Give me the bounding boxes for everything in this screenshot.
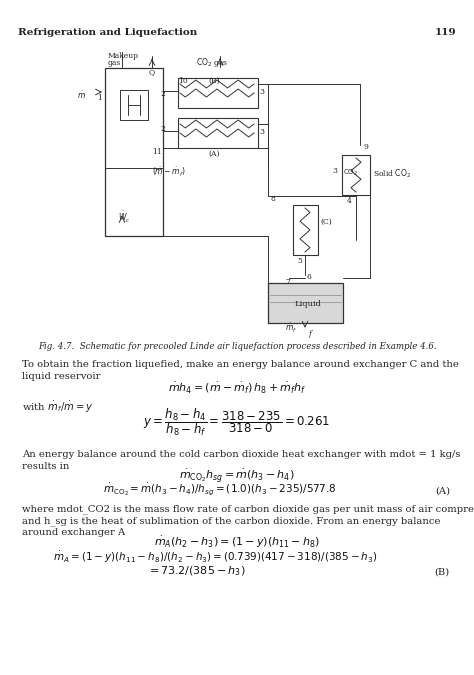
- Text: 6: 6: [307, 273, 312, 281]
- Text: 2: 2: [160, 125, 165, 133]
- Text: Liquid: Liquid: [295, 300, 322, 308]
- Text: $\dot{m}_A=(1-y)(h_{11}-h_8)/(h_2-h_3)=(0.739)(417-318)/(385-h_3)$: $\dot{m}_A=(1-y)(h_{11}-h_8)/(h_2-h_3)=(…: [53, 549, 377, 564]
- Text: 2: 2: [160, 90, 165, 98]
- Bar: [342, 155, 370, 195]
- Text: 1: 1: [97, 94, 102, 102]
- Text: 5: 5: [297, 257, 302, 265]
- Text: (A): (A): [435, 487, 450, 496]
- Bar: [178, 118, 258, 148]
- Text: around exchanger A: around exchanger A: [22, 528, 125, 537]
- Bar: [178, 78, 258, 108]
- Text: $\rm CO_2$: $\rm CO_2$: [343, 168, 358, 178]
- Text: 10: 10: [178, 77, 188, 85]
- Text: $\dot{m}_A(h_2-h_3)=(1-y)(h_{11}-h_8)$: $\dot{m}_A(h_2-h_3)=(1-y)(h_{11}-h_8)$: [154, 535, 320, 549]
- Text: 3: 3: [259, 88, 264, 96]
- Text: (B): (B): [208, 77, 219, 85]
- Text: 3: 3: [259, 128, 264, 136]
- Text: liquid reservoir: liquid reservoir: [22, 372, 100, 381]
- Text: $\dot{m}h_4=(\dot{m}-\dot{m}_f)\,h_8+\dot{m}_f h_f$: $\dot{m}h_4=(\dot{m}-\dot{m}_f)\,h_8+\do…: [168, 381, 306, 396]
- Text: (A): (A): [208, 150, 219, 158]
- Text: $\dot{m}$: $\dot{m}$: [77, 89, 86, 101]
- Text: and h_sg is the heat of sublimation of the carbon dioxide. From an energy balanc: and h_sg is the heat of sublimation of t…: [22, 516, 440, 526]
- Text: 7: 7: [285, 278, 290, 286]
- Text: 3: 3: [332, 167, 337, 175]
- Text: $(\dot{m}-\dot{m}_f)$: $(\dot{m}-\dot{m}_f)$: [152, 166, 186, 180]
- Text: f: f: [308, 330, 311, 338]
- Bar: [268, 283, 343, 323]
- Text: To obtain the fraction liquefied, make an energy balance around exchanger C and : To obtain the fraction liquefied, make a…: [22, 360, 459, 369]
- Bar: [120, 90, 148, 120]
- Text: $\dot{m}_{\mathrm{CO_2}}h_{sg}=\dot{m}(h_3-h_4)$: $\dot{m}_{\mathrm{CO_2}}h_{sg}=\dot{m}(h…: [179, 467, 295, 485]
- Text: gas: gas: [108, 59, 121, 67]
- Text: 11: 11: [152, 148, 162, 156]
- Text: 8: 8: [271, 195, 276, 203]
- Text: (C): (C): [320, 218, 332, 226]
- Text: 9: 9: [364, 143, 369, 151]
- Text: 119: 119: [434, 28, 456, 37]
- Text: $\dot{W}_c$: $\dot{W}_c$: [118, 210, 130, 225]
- Text: results in: results in: [22, 462, 69, 471]
- Text: where mdot_CO2 is the mass flow rate of carbon dioxide gas per unit mass of air : where mdot_CO2 is the mass flow rate of …: [22, 504, 474, 514]
- Text: Makeup: Makeup: [108, 52, 139, 60]
- Text: An energy balance around the cold carbon dioxide heat exchanger with mdot = 1 kg: An energy balance around the cold carbon…: [22, 450, 460, 459]
- Bar: [105, 68, 163, 236]
- Text: (B): (B): [435, 568, 450, 577]
- Text: $\dot{m}_f$: $\dot{m}_f$: [285, 322, 297, 335]
- Bar: [293, 205, 318, 255]
- Text: $=73.2/(385-h_3)$: $=73.2/(385-h_3)$: [147, 564, 245, 578]
- Text: Q: Q: [149, 68, 155, 76]
- Text: 4: 4: [347, 197, 352, 205]
- Text: Refrigeration and Liquefaction: Refrigeration and Liquefaction: [18, 28, 197, 37]
- Text: Fig. 4.7.  Schematic for precooled Linde air liquefaction process described in E: Fig. 4.7. Schematic for precooled Linde …: [38, 342, 436, 351]
- Text: $\rm CO_2$ gas: $\rm CO_2$ gas: [196, 56, 228, 69]
- Text: with $\dot{m}_f/\dot{m}=y$: with $\dot{m}_f/\dot{m}=y$: [22, 400, 93, 415]
- Text: Solid $\rm CO_2$: Solid $\rm CO_2$: [373, 168, 411, 180]
- Text: $\dot{m}_{\mathrm{CO_2}}=\dot{m}(h_3-h_4)/h_{sg}=(1.0)(h_3-235)/577.8$: $\dot{m}_{\mathrm{CO_2}}=\dot{m}(h_3-h_4…: [103, 482, 337, 498]
- Text: $y=\dfrac{h_8-h_4}{h_8-h_f}=\dfrac{318-235}{318-0}=0.261$: $y=\dfrac{h_8-h_4}{h_8-h_f}=\dfrac{318-2…: [144, 406, 330, 438]
